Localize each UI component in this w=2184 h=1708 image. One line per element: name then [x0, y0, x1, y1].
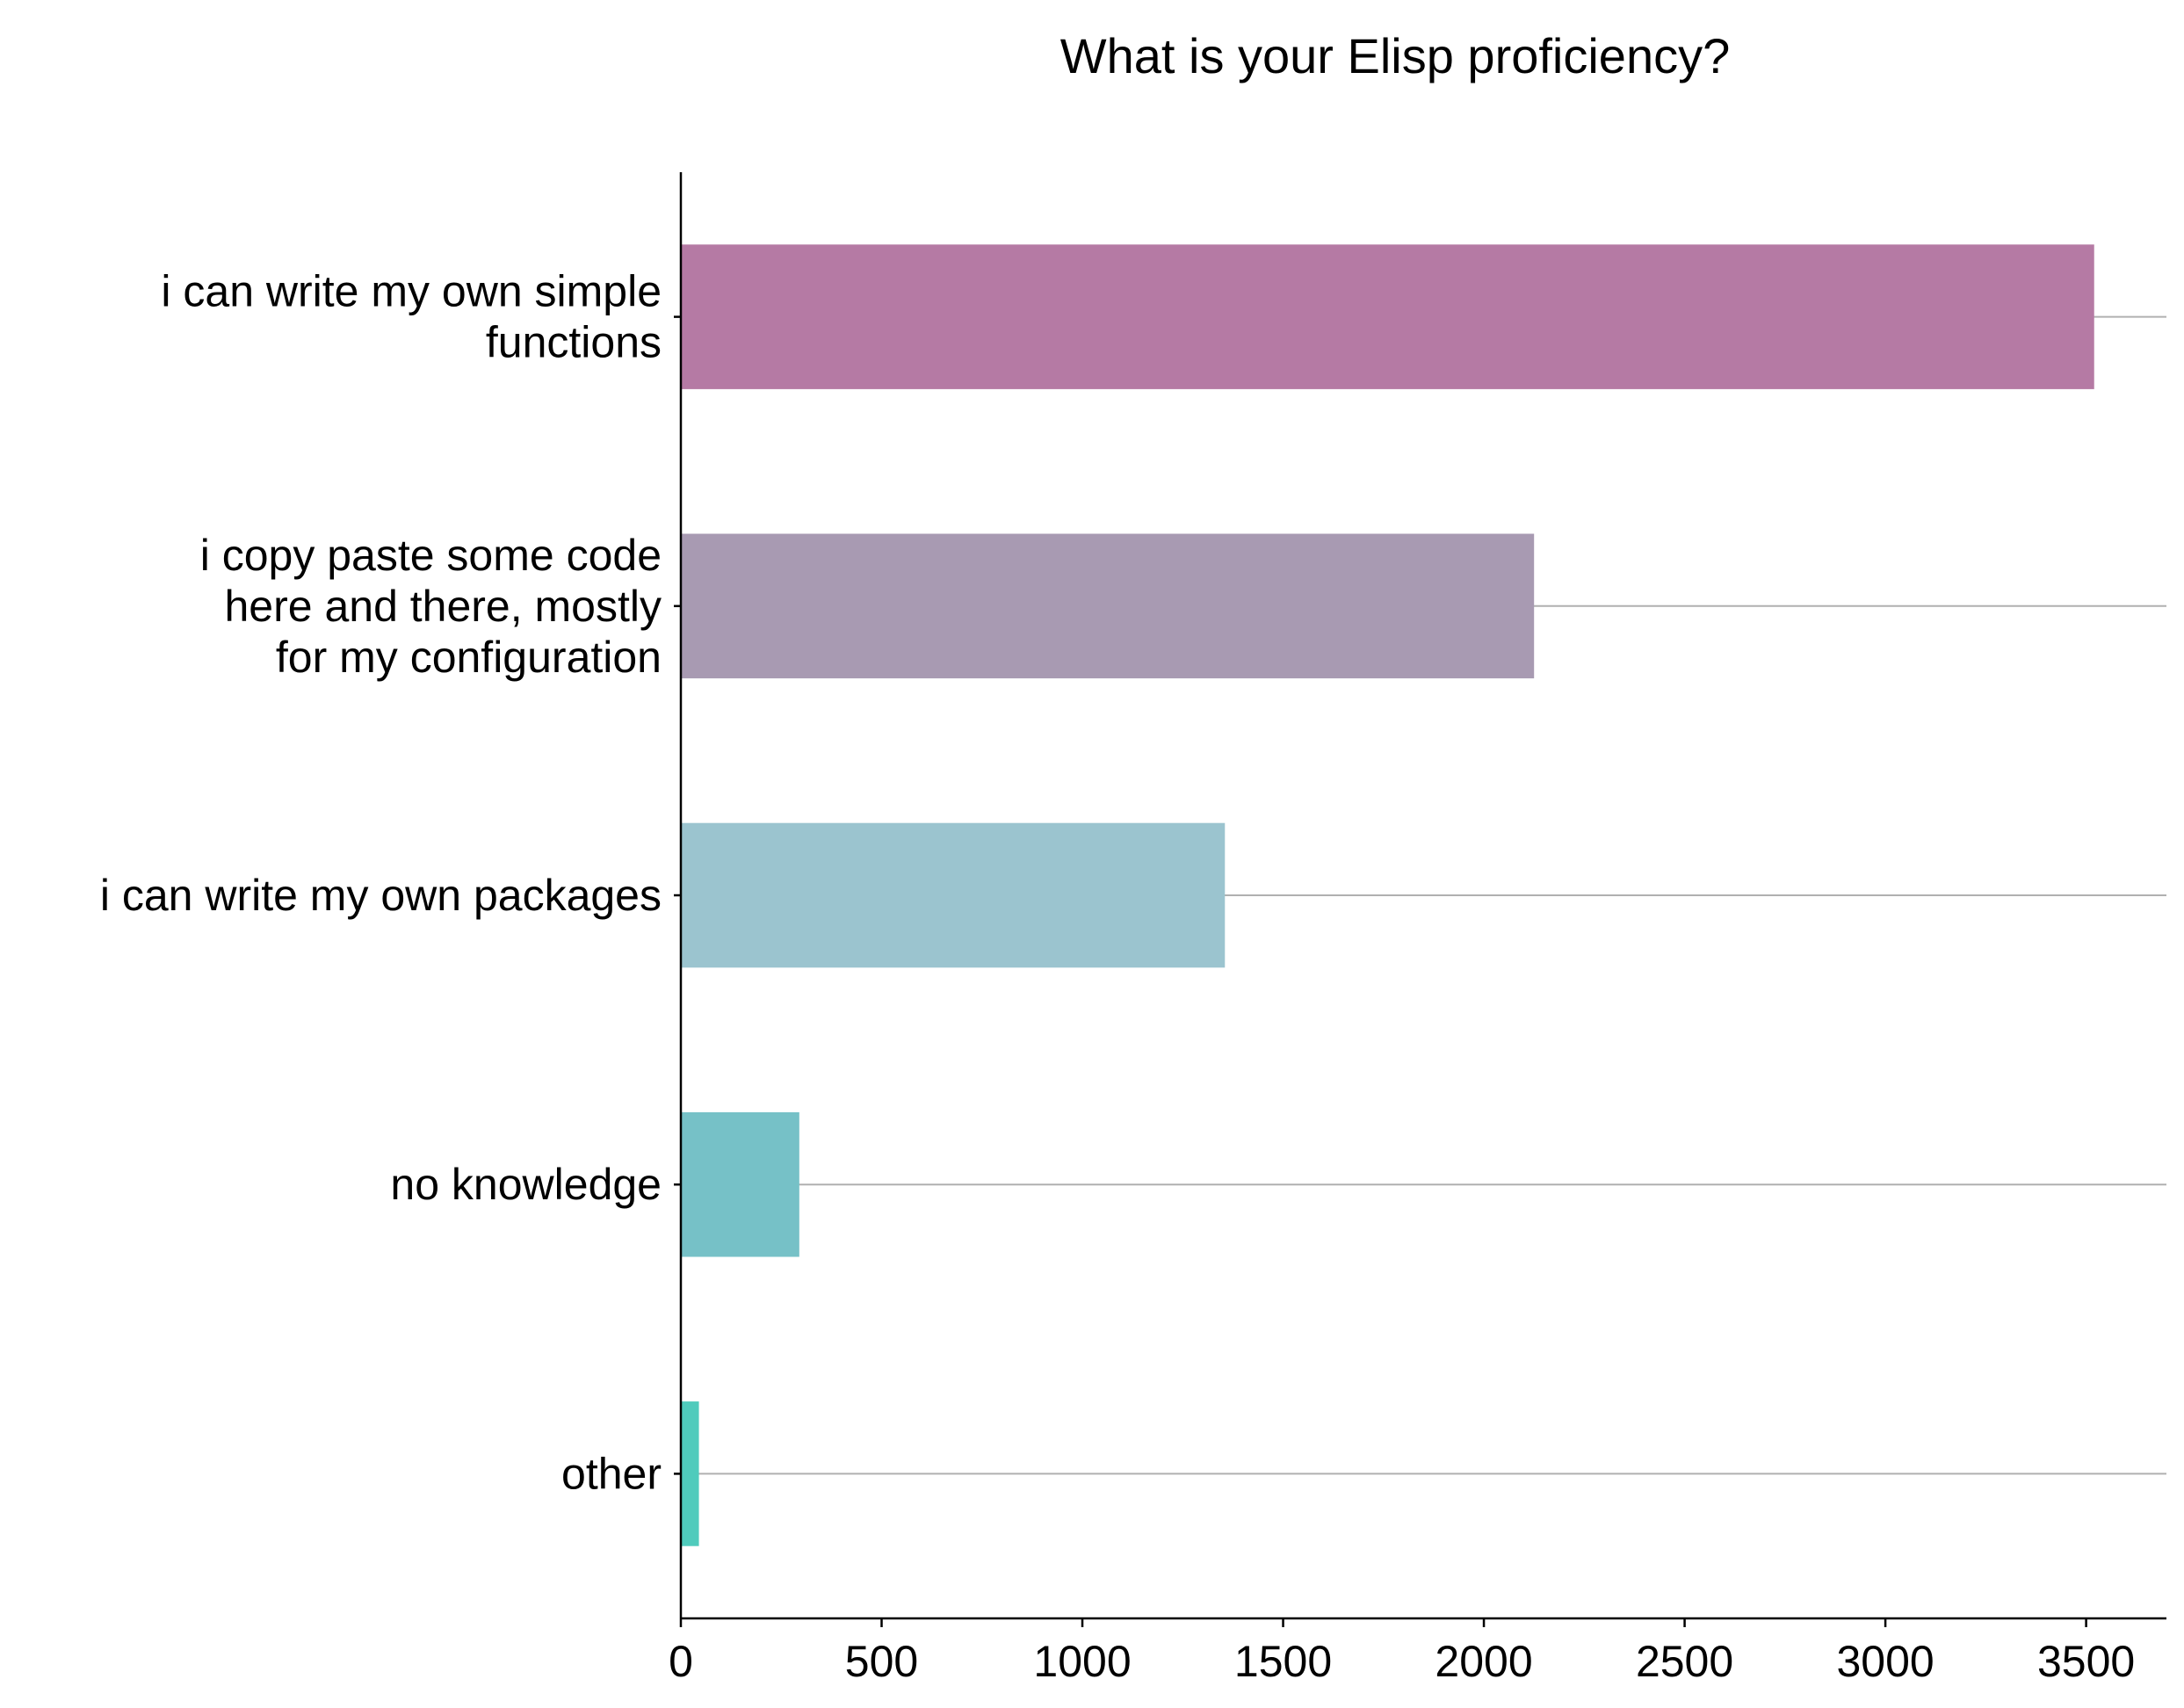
x-tick-label: 1500 [1234, 1637, 1332, 1686]
category-labels: i can write my own simple functions i copy… [100, 267, 662, 1499]
category-label-line: functions [486, 318, 662, 367]
category-label: i copy paste some code here and there, mo… [200, 531, 662, 682]
bar [681, 533, 1535, 679]
category-label-line: no knowledge [390, 1160, 662, 1209]
category-label-line: i can write my own packages [100, 871, 662, 920]
category-label-line: here and there, mostly [225, 582, 662, 631]
category-label-line: for my configuration [276, 633, 662, 682]
bar [681, 244, 2094, 389]
x-tick-label: 0 [669, 1637, 693, 1686]
category-label-line: other [561, 1449, 662, 1498]
x-tick-label: 2000 [1435, 1637, 1532, 1686]
x-axis-ticks: 0 500 1000 1500 2000 2500 3000 3500 [669, 315, 2135, 1686]
category-label-line: i copy paste some code [200, 531, 662, 580]
bars [681, 244, 2094, 1546]
x-tick-label: 3500 [2037, 1637, 2135, 1686]
x-tick-label: 3000 [1836, 1637, 1934, 1686]
bar [681, 1401, 699, 1546]
x-tick-label: 2500 [1636, 1637, 1733, 1686]
bar [681, 822, 1226, 968]
x-tick-label: 500 [845, 1637, 918, 1686]
x-tick-label: 1000 [1033, 1637, 1131, 1686]
chart-title: What is your Elisp proficiency? [1060, 28, 1731, 83]
category-label: i can write my own simple functions [161, 267, 662, 367]
category-label: other [561, 1449, 662, 1498]
category-label: no knowledge [390, 1160, 662, 1209]
category-label: i can write my own packages [100, 871, 662, 920]
bar [681, 1111, 799, 1257]
category-label-line: i can write my own simple [161, 267, 662, 316]
